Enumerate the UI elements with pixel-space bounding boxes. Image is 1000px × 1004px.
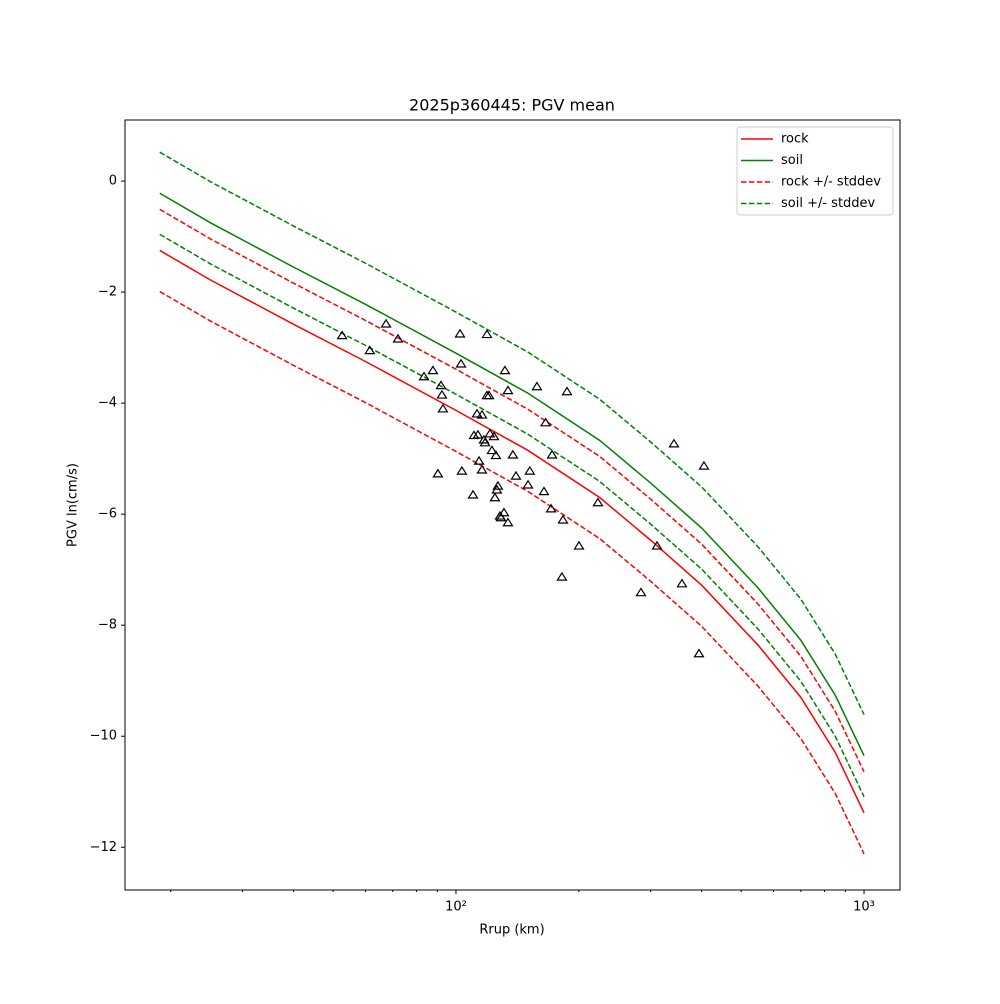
scatter-point <box>427 365 439 375</box>
series-line <box>159 151 865 715</box>
y-tick-label: −12 <box>90 840 117 855</box>
y-tick-label: −2 <box>98 285 117 300</box>
y-axis-label: PGV ln(cm/s) <box>66 463 81 547</box>
scatter-point <box>524 465 536 475</box>
x-tick-label: 10² <box>445 900 467 915</box>
scatter-point <box>557 514 569 524</box>
scatter-point <box>522 479 534 489</box>
scatter-point <box>484 428 496 438</box>
scatter-point <box>476 464 488 474</box>
scatter-point <box>455 358 467 368</box>
legend-label: soil +/- stddev <box>781 196 876 211</box>
scatter-point <box>531 381 543 391</box>
scatter-point <box>693 648 705 658</box>
scatter-point <box>473 455 485 465</box>
scatter-point <box>489 492 501 502</box>
scatter-point <box>392 333 404 343</box>
y-tick-label: −4 <box>98 396 117 411</box>
scatter-point <box>573 540 585 550</box>
scatter-point <box>471 408 483 418</box>
scatter-point <box>456 465 468 475</box>
scatter-point <box>476 409 488 419</box>
x-axis-label: Rrup (km) <box>479 923 544 938</box>
scatter-point <box>502 517 514 527</box>
scatter-point <box>380 318 392 328</box>
legend-label: rock <box>781 132 809 147</box>
scatter-point <box>635 587 647 597</box>
scatter-point <box>454 328 466 338</box>
x-tick-label: 10³ <box>853 900 875 915</box>
scatter-point <box>498 507 510 517</box>
series-line <box>159 233 865 798</box>
scatter-point <box>592 497 604 507</box>
scatter-point <box>651 540 663 550</box>
scatter-point <box>435 380 447 390</box>
scatter-point <box>676 578 688 588</box>
scatter-point <box>698 460 710 470</box>
legend-label: soil <box>781 153 803 168</box>
scatter-point <box>490 450 502 460</box>
scatter-point <box>432 468 444 478</box>
scatter-point <box>436 389 448 399</box>
scatter-point <box>364 345 376 355</box>
series-line <box>159 290 865 855</box>
scatter-point <box>556 571 568 581</box>
scatter-point <box>437 403 449 413</box>
scatter-point <box>561 386 573 396</box>
plot-frame <box>124 119 901 891</box>
scatter-point <box>481 329 493 339</box>
scatter-point <box>492 480 504 490</box>
scatter-point <box>546 449 558 459</box>
scatter-point <box>545 503 557 513</box>
scatter-point <box>483 390 495 400</box>
scatter-point <box>538 486 550 496</box>
scatter-point <box>502 385 514 395</box>
scatter-point <box>488 431 500 441</box>
legend-box <box>736 126 894 216</box>
scatter-point <box>472 429 484 439</box>
y-tick-label: 0 <box>109 174 117 189</box>
scatter-point <box>668 438 680 448</box>
y-tick-label: −8 <box>98 618 117 633</box>
scatter-point <box>507 449 519 459</box>
series-line <box>159 208 865 773</box>
scatter-point <box>479 437 491 447</box>
scatter-point <box>499 365 511 375</box>
scatter-point <box>336 330 348 340</box>
scatter-point <box>539 417 552 427</box>
chart-title: 2025p360445: PGV mean <box>409 96 615 115</box>
y-tick-label: −10 <box>90 729 117 744</box>
scatter-point <box>486 445 498 455</box>
series-line <box>159 249 865 814</box>
scatter-point <box>495 512 507 522</box>
scatter-point <box>510 470 522 480</box>
legend-label: rock +/- stddev <box>781 175 881 190</box>
scatter-point <box>467 489 479 499</box>
y-tick-label: −6 <box>98 507 117 522</box>
series-line <box>159 192 865 756</box>
scatter-point <box>418 371 430 381</box>
